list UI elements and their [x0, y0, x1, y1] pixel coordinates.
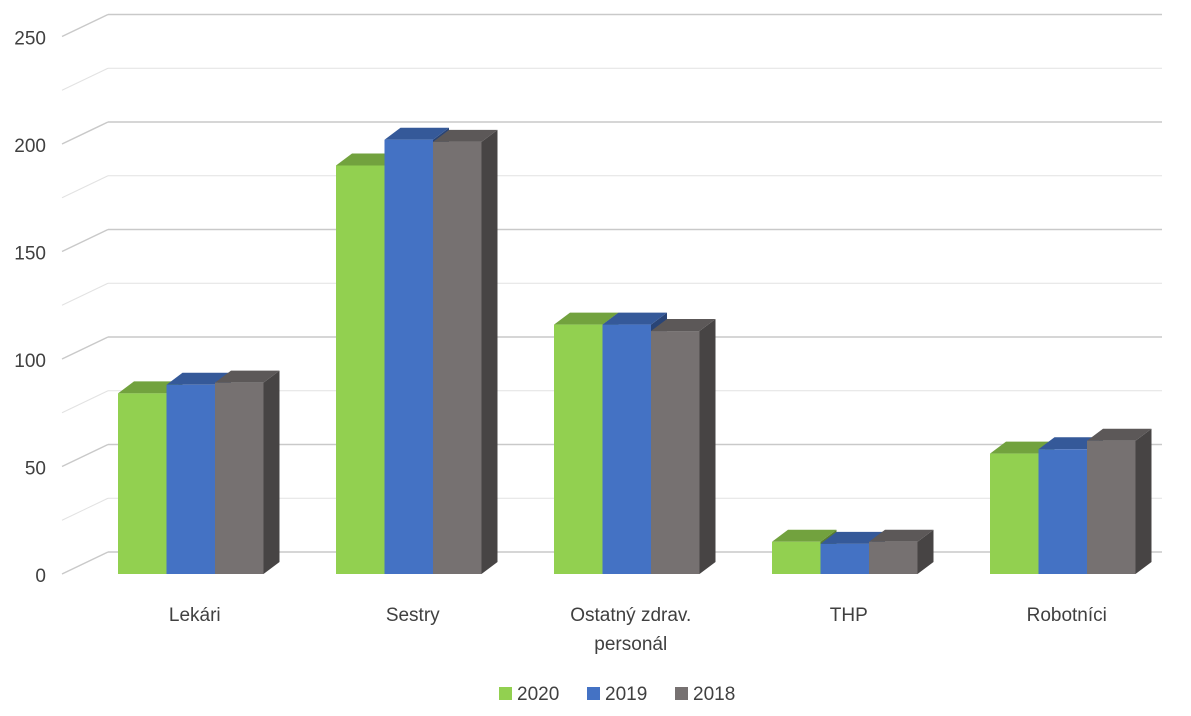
- category-label: THP: [830, 605, 868, 626]
- bar-top: [215, 370, 280, 383]
- bar-top: [651, 319, 716, 332]
- bar-2018-3: [869, 529, 934, 574]
- bar-side: [1135, 428, 1152, 574]
- gridline-diagonal: [61, 67, 109, 91]
- legend-item-2018: 2018: [675, 684, 735, 705]
- y-tick-label: 50: [25, 459, 46, 480]
- bar-top: [869, 529, 934, 542]
- bar-top: [1087, 428, 1152, 441]
- bar-top: [1038, 437, 1103, 450]
- bar-front: [118, 393, 167, 574]
- gridline-diagonal: [61, 497, 109, 521]
- bar-front: [554, 324, 603, 574]
- bar-2018-0: [215, 370, 280, 574]
- bar-top: [384, 127, 449, 140]
- bar-side: [481, 129, 498, 574]
- y-axis: 0 50 100 150 200 250: [14, 29, 46, 588]
- y-tick-label: 250: [14, 29, 46, 50]
- y-tick-label: 200: [14, 136, 46, 157]
- gridline-diagonal: [61, 175, 109, 199]
- bars: [118, 127, 1152, 574]
- bar-top: [772, 529, 837, 542]
- y-tick-label: 0: [35, 566, 46, 587]
- bar-2018-2: [651, 319, 716, 574]
- bar-front: [166, 384, 215, 574]
- category-label: Lekári: [169, 605, 221, 626]
- bar-top: [433, 129, 498, 142]
- bar-side: [917, 529, 934, 574]
- bar-front: [820, 543, 869, 574]
- bar-front: [651, 331, 700, 574]
- bar-top: [554, 312, 619, 325]
- y-tick-label: 150: [14, 244, 46, 265]
- y-tick-label: 100: [14, 351, 46, 372]
- bar-side: [263, 370, 280, 574]
- gridline-diagonal: [61, 121, 109, 145]
- gridline-diagonal: [61, 13, 109, 38]
- category-label: Robotníci: [1027, 605, 1107, 626]
- category-label: Ostatný zdrav. personál: [570, 605, 691, 655]
- bar-top: [602, 312, 667, 325]
- bar-side: [699, 319, 716, 574]
- bar-front: [215, 382, 264, 574]
- legend-label: 2020: [517, 684, 559, 705]
- bar-top: [336, 153, 401, 166]
- bar-front: [384, 139, 433, 574]
- legend-item-2020: 2020: [499, 684, 559, 705]
- legend: 2020 2019 2018: [499, 684, 735, 705]
- bar-2018-4: [1087, 428, 1152, 574]
- legend-swatch: [499, 687, 512, 700]
- gridline-diagonal: [61, 282, 109, 306]
- bar-front: [1038, 449, 1087, 574]
- gridline-diagonal: [61, 390, 109, 414]
- legend-swatch: [587, 687, 600, 700]
- bar-top: [166, 372, 231, 385]
- bar-front: [990, 453, 1039, 574]
- bar-front: [336, 165, 385, 574]
- gridline-diagonal: [61, 228, 109, 253]
- bar-2018-1: [433, 129, 498, 574]
- legend-swatch: [675, 687, 688, 700]
- bar-front: [602, 324, 651, 574]
- category-labels: Lekári Sestry Ostatný zdrav. personál THP Rob…: [169, 605, 1107, 655]
- bar-top: [118, 381, 183, 394]
- bar-front: [1087, 440, 1136, 574]
- bar-front: [433, 141, 482, 574]
- bar-top: [990, 441, 1055, 454]
- bar-front: [772, 541, 821, 574]
- bar-front: [869, 541, 918, 574]
- category-label: Sestry: [386, 605, 440, 626]
- legend-label: 2019: [605, 684, 647, 705]
- legend-item-2019: 2019: [587, 684, 647, 705]
- gridline-diagonal: [61, 443, 109, 468]
- bar-top: [820, 531, 885, 544]
- gridline-diagonal: [61, 336, 109, 360]
- gridline-diagonal: [61, 551, 109, 575]
- legend-label: 2018: [693, 684, 735, 705]
